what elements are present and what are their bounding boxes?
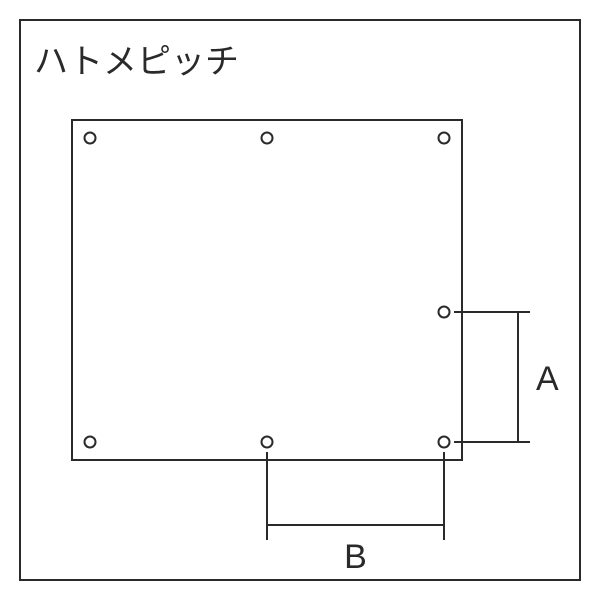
grommet-hole [439,437,450,448]
diagram-canvas: ハトメピッチ A B [0,0,600,600]
diagram-title: ハトメピッチ [34,34,239,83]
grommet-hole [262,437,273,448]
diagram-svg [0,0,600,600]
grommet-hole [262,133,273,144]
grommet-hole [439,133,450,144]
dimension-a-label: A [536,360,559,399]
grommet-hole [439,307,450,318]
grommet-hole [85,437,96,448]
grommet-hole [85,133,96,144]
sheet-rect [72,120,462,460]
dimension-b-label: B [336,538,376,577]
outer-frame [20,20,580,580]
